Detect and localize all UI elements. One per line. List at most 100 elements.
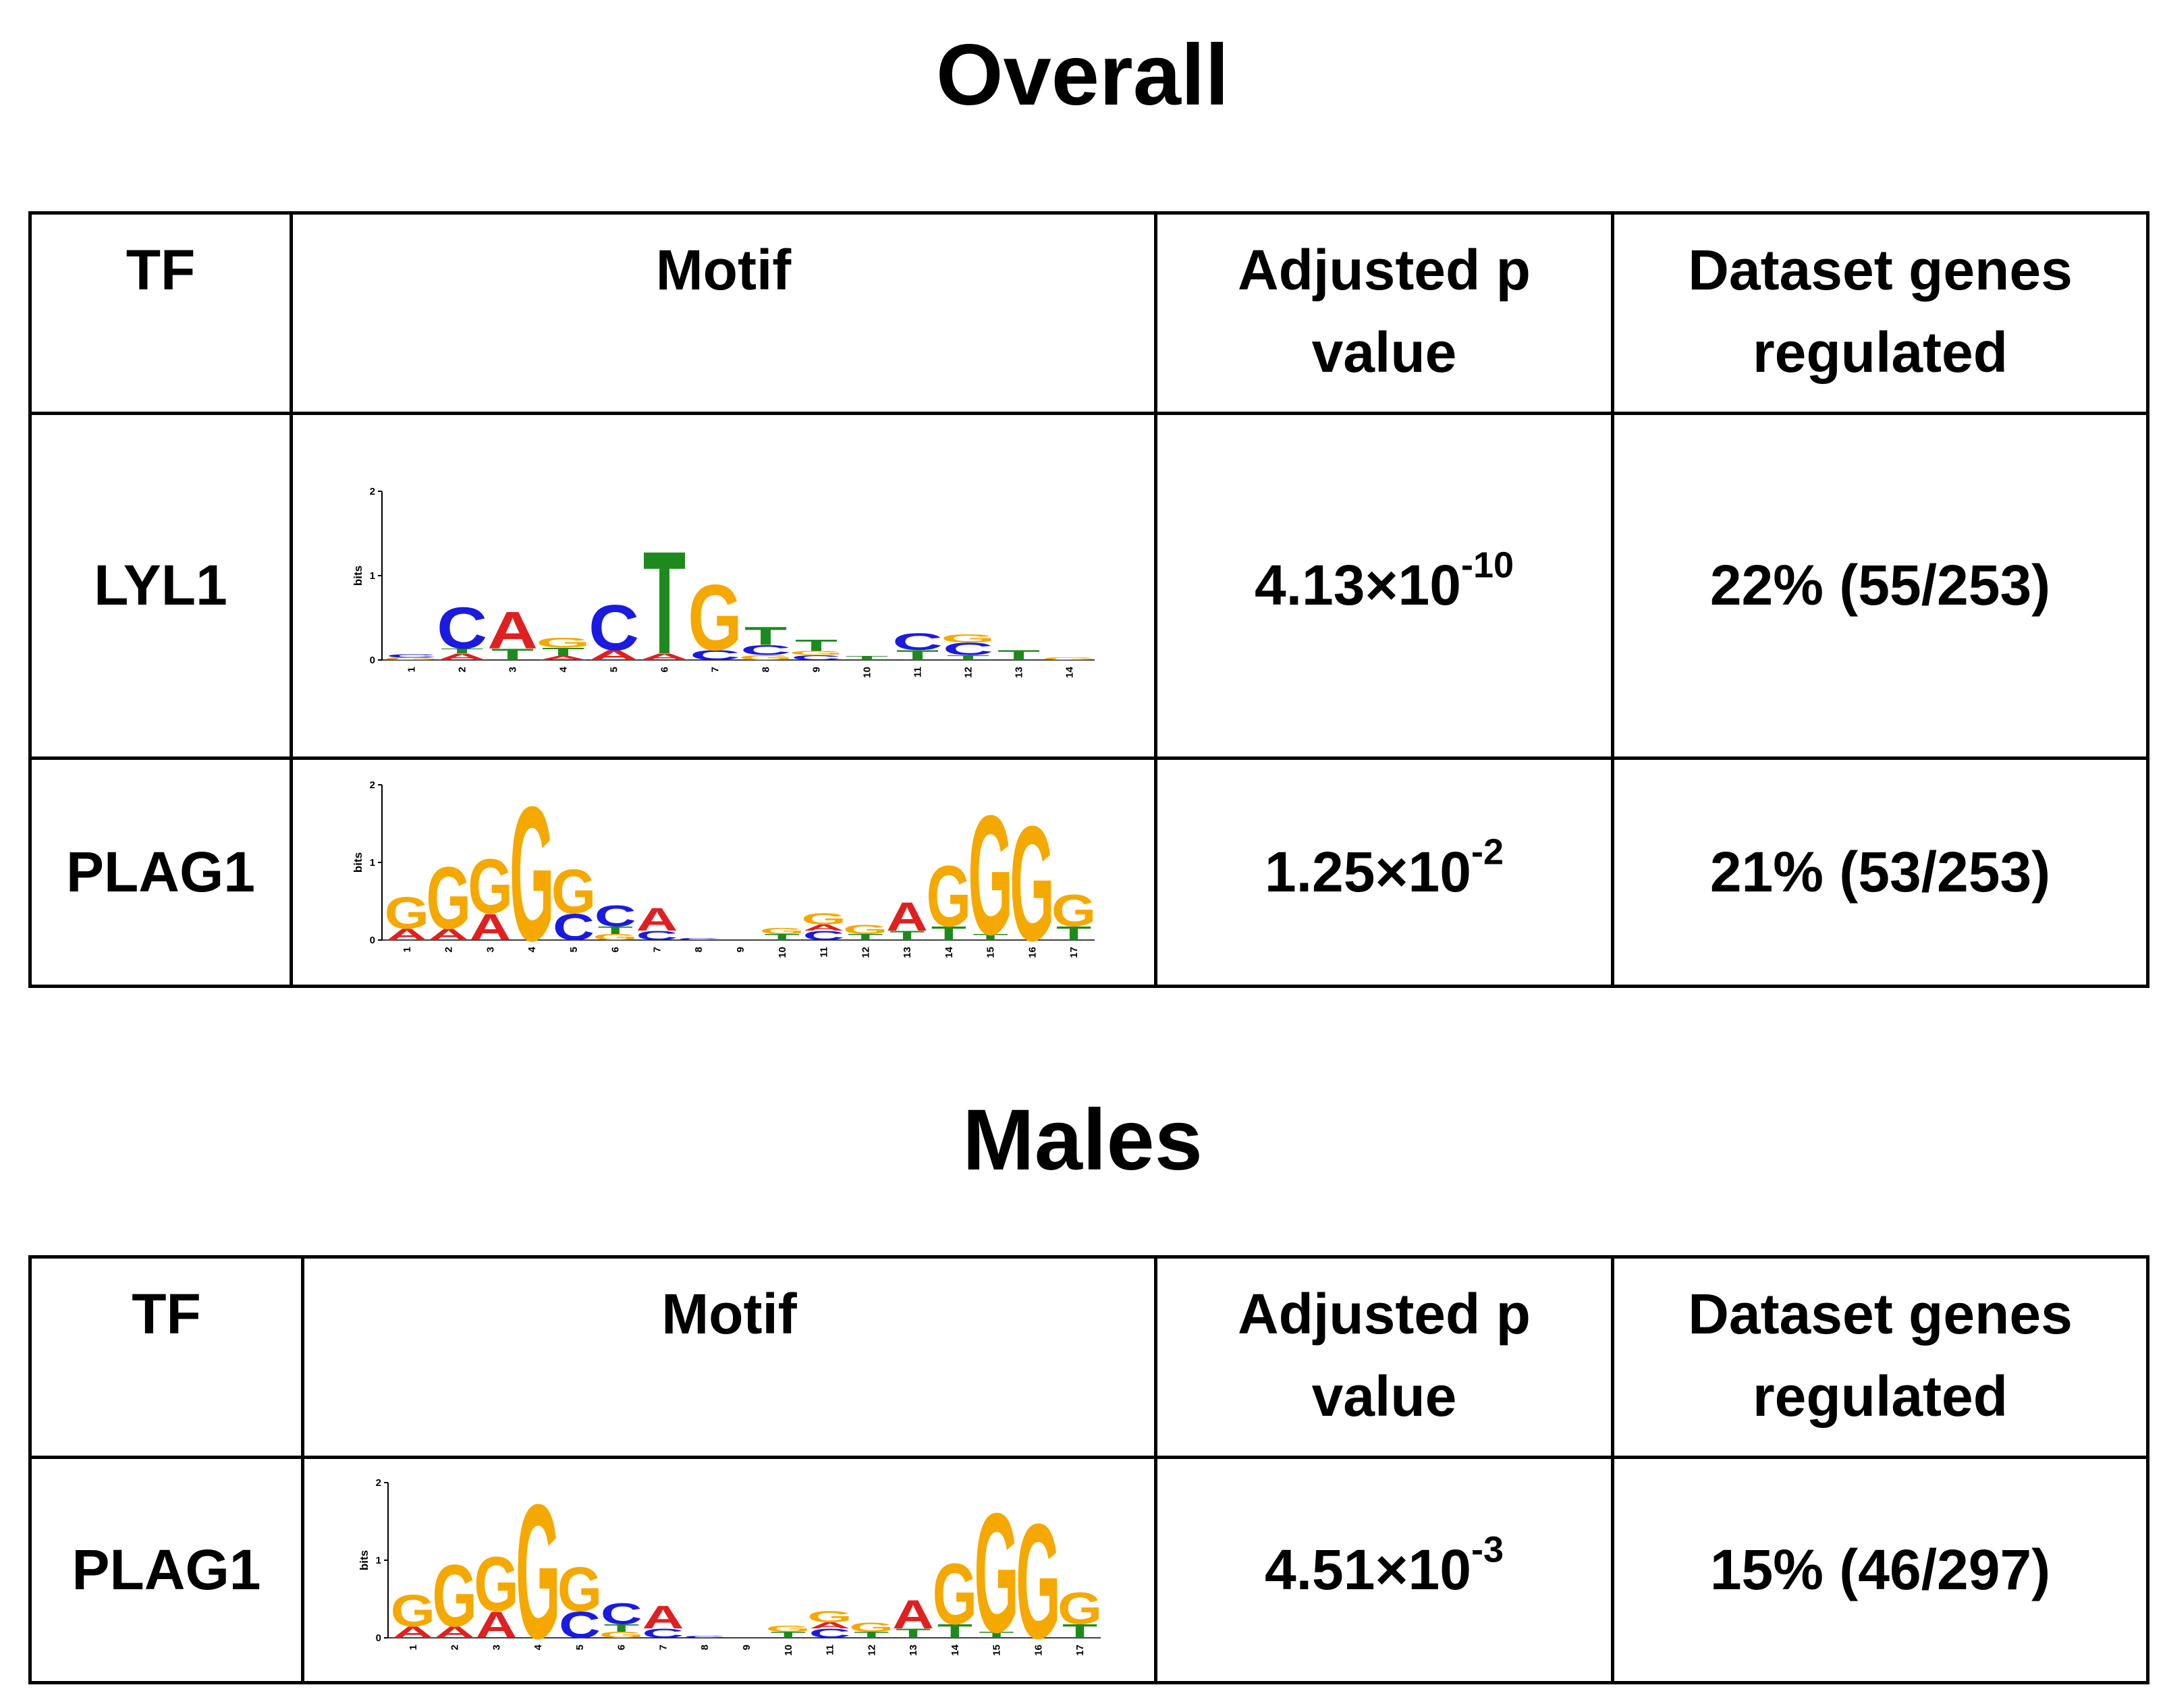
logo-letter-t: T [542, 645, 584, 658]
table-row: LYL1 0 1 2 bits G C 1 A T C 2 T A 3 A T G 4 A C 5 A T 6 C G 7 G C T 8 C… [28, 412, 2149, 760]
table-header-row: TF Motif Adjusted p value Dataset genes … [28, 1255, 2149, 1459]
logo-position-label: 10 [777, 947, 788, 958]
logo-y-axis-label: bits [358, 1549, 371, 1570]
header-dataset-genes-regulated: Dataset genes regulated [1611, 1255, 2149, 1459]
logo-letter-g: G [807, 1607, 852, 1626]
logo-letter-t: T [765, 932, 800, 941]
logo-letter-g: G [974, 1477, 1018, 1668]
logo-y-tick-label: 2 [375, 1477, 381, 1489]
logo-position-label: 1 [402, 947, 413, 952]
logo-letter-g: G [760, 926, 804, 935]
lyl1-motif-logo: 012bitsGC1ATC2TA3ATG4AC5AT6CG7GCT8CGT9T1… [352, 486, 1097, 685]
logo-letter-a: A [433, 1623, 475, 1641]
logo-letter-c: C [386, 653, 437, 659]
logo-position-label: 12 [963, 667, 975, 678]
logo-position-label: 3 [485, 947, 496, 952]
adjusted-p-value: 1.25×10-2 [1154, 756, 1614, 988]
logo-letter-t: T [491, 645, 534, 663]
table-row: PLAG1 0 1 2 bits A G 1 A G 2 A G 3 G 4 C G 5 G T C 6 C A 7 C 8 9 T G 1… [28, 756, 2149, 988]
motif-cell: 0 1 2 bits G C 1 A T C 2 T A 3 A T G 4 A C 5 A T 6 C G 7 G C T 8 C G T 9 T 1… [290, 412, 1157, 760]
logo-letter-g: G [801, 910, 846, 928]
logo-letter-c: C [943, 639, 993, 659]
adjusted-p-value: 4.51×10-3 [1154, 1456, 1614, 1684]
logo-letter-t: T [441, 647, 483, 655]
logo-letter-a: A [428, 925, 470, 943]
logo-letter-a: A [538, 655, 588, 661]
header-motif: Motif [290, 211, 1157, 415]
logo-letter-c: C [678, 937, 719, 940]
logo-letter-c: C [791, 654, 842, 662]
logo-letter-t: T [937, 1620, 972, 1642]
logo-letter-g: G [688, 565, 742, 669]
logo-letter-g: G [849, 1620, 894, 1634]
logo-letter-g: G [515, 1465, 559, 1679]
logo-letter-a: A [392, 1623, 434, 1641]
logo-letter-t: T [895, 1626, 930, 1640]
logo-position-label: 5 [568, 947, 580, 952]
logo-position-label: 9 [811, 667, 823, 672]
motif-cell: 0 1 2 bits A G 1 A G 2 A G 3 G 4 C G 5 G T C 6 C A 7 C 8 9 T G 10 C A G 11… [301, 1456, 1157, 1684]
logo-position-label: 17 [1068, 947, 1080, 958]
logo-y-tick-label: 0 [370, 655, 375, 666]
logo-y-tick-label: 0 [375, 1632, 381, 1644]
logo-letter-c: C [642, 1626, 684, 1640]
logo-position-label: 3 [508, 667, 519, 672]
logo-letter-t: T [889, 928, 925, 942]
logo-position-label: 2 [457, 667, 468, 672]
logo-position-label: 10 [862, 667, 873, 678]
logo-letter-g: G [765, 1624, 810, 1633]
tf-name: LYL1 [28, 412, 293, 760]
header-tf: TF [28, 1255, 304, 1459]
logo-letter-t: T [896, 647, 939, 663]
logo-letter-g: G [1057, 1583, 1101, 1633]
logo-position-label: 7 [710, 667, 721, 672]
logo-letter-a: A [892, 1591, 934, 1637]
logo-position-label: 11 [819, 947, 830, 958]
logo-letter-t: T [979, 1630, 1014, 1639]
logo-letter-t: T [997, 647, 1040, 663]
logo-position-label: 11 [824, 1645, 835, 1655]
logo-y-axis-label: bits [352, 566, 364, 586]
logo-letter-g: G [843, 922, 887, 936]
dataset-genes-regulated: 21% (53/253) [1611, 756, 2149, 988]
logo-letter-g: G [551, 856, 596, 926]
logo-letter-g: G [468, 843, 512, 929]
p-value-base: 1.25×10 [1265, 839, 1471, 904]
logo-letter-a: A [803, 922, 845, 932]
logo-position-label: 6 [610, 947, 622, 952]
logo-position-label: 5 [609, 667, 620, 672]
logo-position-label: 3 [491, 1645, 502, 1650]
logo-letter-g: G [941, 632, 995, 644]
logo-letter-a: A [470, 906, 512, 948]
logo-position-label: 2 [449, 1645, 460, 1650]
header-adjusted-p-value: Adjusted p value [1154, 211, 1614, 415]
logo-letter-a: A [386, 925, 428, 943]
logo-position-label: 14 [1064, 666, 1076, 678]
logo-letter-t: T [795, 636, 838, 654]
logo-letter-t: T [770, 1630, 805, 1639]
logo-letter-t: T [598, 924, 633, 936]
logo-y-tick-label: 1 [375, 1555, 381, 1566]
logo-y-axis-label: bits [352, 852, 364, 872]
logo-position-label: 15 [985, 947, 997, 958]
logo-position-label: 14 [949, 1644, 960, 1655]
tf-name: PLAG1 [28, 1456, 304, 1684]
logo-letter-t: T [744, 622, 787, 651]
logo-letter-g: G [385, 888, 429, 938]
logo-position-label: 8 [693, 947, 705, 952]
section-title-overall: Overall [935, 27, 1230, 123]
p-value-exponent: -3 [1471, 1529, 1504, 1570]
logo-letter-g: G [432, 1547, 476, 1645]
logo-position-label: 6 [659, 667, 671, 672]
logo-position-label: 6 [615, 1645, 627, 1650]
logo-letter-t: T [973, 932, 1008, 941]
logo-letter-c: C [553, 906, 595, 948]
logo-letter-g: G [510, 767, 554, 981]
logo-y-tick-label: 2 [370, 486, 375, 497]
logo-letter-a: A [588, 647, 639, 663]
logo-position-label: 12 [860, 947, 871, 958]
logo-position-label: 8 [699, 1645, 711, 1650]
adjusted-p-value: 4.13×10-10 [1154, 412, 1614, 760]
logo-position-label: 7 [657, 1645, 669, 1650]
